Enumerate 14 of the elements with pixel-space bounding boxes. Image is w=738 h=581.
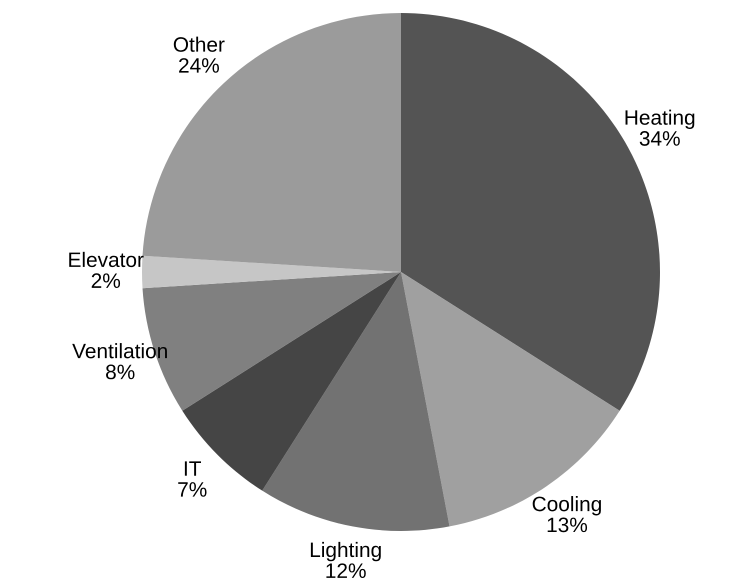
data-label: 12% (326, 563, 366, 578)
slice-label: Elevator (69, 252, 144, 268)
slice-label: Other (174, 36, 225, 52)
data-label: 13% (548, 518, 588, 532)
slice-label: Cooling (532, 496, 601, 516)
data-label: 7% (178, 482, 207, 497)
data-label: 2% (92, 273, 120, 288)
data-label: 34% (640, 131, 680, 146)
data-label: 8% (106, 364, 135, 380)
data-label: 24% (179, 58, 219, 73)
slice-label: Heating (626, 110, 694, 130)
slice-label: Ventilation (72, 343, 167, 358)
slice-label: Lighting (310, 542, 381, 562)
slice-label: IT (184, 461, 201, 476)
